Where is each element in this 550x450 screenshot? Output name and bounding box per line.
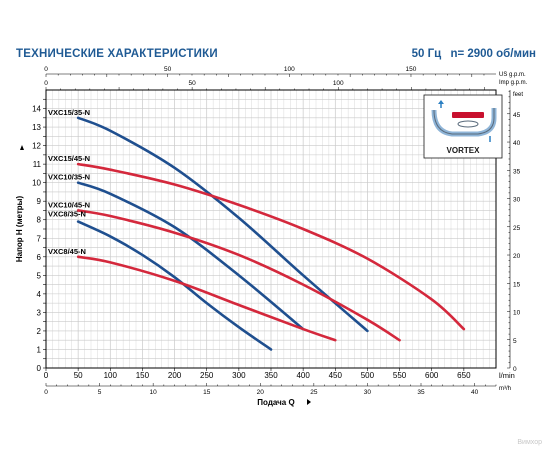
series-label-vxc15-35-n: VXC15/35-N <box>48 108 90 117</box>
x-tick-label: 0 <box>44 371 49 380</box>
y-tick-label: 7 <box>37 234 42 243</box>
feet-unit-label: feet <box>513 92 523 98</box>
y-tick-label: 10 <box>32 179 41 188</box>
x-tick-label: 50 <box>74 371 83 380</box>
series-curves <box>76 116 466 351</box>
feet-tick-label: 25 <box>513 225 521 232</box>
m3h-tick-label: 10 <box>150 389 158 396</box>
x-tick-label: 650 <box>457 371 471 380</box>
x-unit-label: l/min <box>499 371 515 380</box>
series-label-vxc10-35-n: VXC10/35-N <box>48 173 90 182</box>
curve-vxc8-35-n <box>76 220 273 351</box>
m3h-unit-label: m³/h <box>499 386 511 392</box>
y-tick-label: 0 <box>37 364 42 373</box>
watermark: Вимхор <box>517 439 542 446</box>
series-label-vxc8-35-n: VXC8/35-N <box>48 210 86 219</box>
frequency-label: 50 Гц <box>411 48 442 60</box>
m3h-tick-label: 0 <box>44 389 48 396</box>
feet-tick-label: 30 <box>513 197 521 204</box>
series-label-vxc15-45-n: VXC15/45-N <box>48 154 90 163</box>
imp-gpm-tick-label: 0 <box>44 80 48 87</box>
us-gpm-tick-label: 100 <box>284 66 295 73</box>
x-tick-label: 100 <box>104 371 118 380</box>
series-label-vxc10-45-n: VXC10/45-N <box>48 200 90 209</box>
us-gpm-tick-label: 0 <box>44 66 48 73</box>
x-tick-label: 350 <box>264 371 278 380</box>
y-tick-label: 6 <box>37 253 42 262</box>
feet-tick-label: 20 <box>513 253 521 260</box>
x-tick-label: 550 <box>393 371 407 380</box>
curve-vxc8-45-n <box>76 255 337 342</box>
chart-title: ТЕХНИЧЕСКИЕ ХАРАКТЕРИСТИКИ <box>16 48 218 60</box>
us-gpm-tick-label: 150 <box>406 66 417 73</box>
x-tick-label: 250 <box>200 371 214 380</box>
us-gpm-unit-label: US g.p.m. <box>499 72 526 78</box>
feet-tick-label: 40 <box>513 140 521 147</box>
y-tick-label: 5 <box>37 271 42 280</box>
m3h-tick-label: 30 <box>364 389 372 396</box>
curve-vxc10-35-n <box>76 181 305 331</box>
y-tick-label: 14 <box>32 105 41 114</box>
feet-tick-label: 0 <box>513 366 517 373</box>
y-axis-label: Напор H (метры) <box>15 196 24 263</box>
feet-tick-label: 5 <box>513 338 517 345</box>
y-tick-label: 2 <box>37 327 42 336</box>
y-tick-label: 11 <box>33 160 42 169</box>
y-tick-label: 8 <box>37 216 42 225</box>
curve-vxc15-45-n <box>76 162 466 331</box>
series-label-vxc8-45-n: VXC8/45-N <box>48 247 86 256</box>
curve-vxc10-45-n <box>76 209 401 342</box>
imp-gpm-tick-label: 50 <box>189 80 197 87</box>
imp-gpm-tick-label: 100 <box>333 80 344 87</box>
speed-label: n= 2900 об/мин <box>450 48 536 60</box>
vortex-impeller-inset: VORTEX <box>423 94 503 159</box>
x-axis-label: Подача Q <box>257 398 294 407</box>
feet-tick-label: 15 <box>513 281 521 288</box>
feet-tick-label: 35 <box>513 168 521 175</box>
x-axis-arrow <box>307 399 311 405</box>
y-tick-label: 1 <box>37 345 42 354</box>
inset-label: VORTEX <box>447 146 481 155</box>
series-labels: VXC15/35-N VXC15/45-N VXC10/35-N VXC10/45-N… <box>48 108 90 256</box>
m3h-tick-label: 25 <box>310 389 318 396</box>
feet-tick-label: 45 <box>513 112 521 119</box>
y-tick-label: 3 <box>37 308 42 317</box>
x-tick-label: 600 <box>425 371 439 380</box>
y-tick-label: 13 <box>32 123 41 132</box>
imp-gpm-unit-label: Imp g.p.m. <box>499 80 528 86</box>
m3h-tick-label: 35 <box>417 389 425 396</box>
x-tick-label: 150 <box>136 371 150 380</box>
m3h-tick-label: 15 <box>203 389 211 396</box>
rated-speed: 50 Гц n= 2900 об/мин <box>406 48 536 60</box>
y-tick-label: 9 <box>37 197 42 206</box>
x-tick-label: 300 <box>232 371 246 380</box>
x-tick-label: 450 <box>329 371 343 380</box>
m3h-tick-label: 5 <box>98 389 102 396</box>
y-tick-label: 12 <box>32 142 41 151</box>
y-tick-label: 4 <box>37 290 42 299</box>
m3h-tick-label: 20 <box>257 389 265 396</box>
x-tick-label: 500 <box>361 371 375 380</box>
feet-tick-label: 10 <box>513 310 521 317</box>
curve-vxc15-35-n <box>76 116 369 333</box>
us-gpm-tick-label: 50 <box>164 66 172 73</box>
x-tick-label: 200 <box>168 371 182 380</box>
m3h-tick-label: 40 <box>471 389 479 396</box>
y-axis-arrow <box>20 145 24 150</box>
x-tick-label: 400 <box>296 371 310 380</box>
